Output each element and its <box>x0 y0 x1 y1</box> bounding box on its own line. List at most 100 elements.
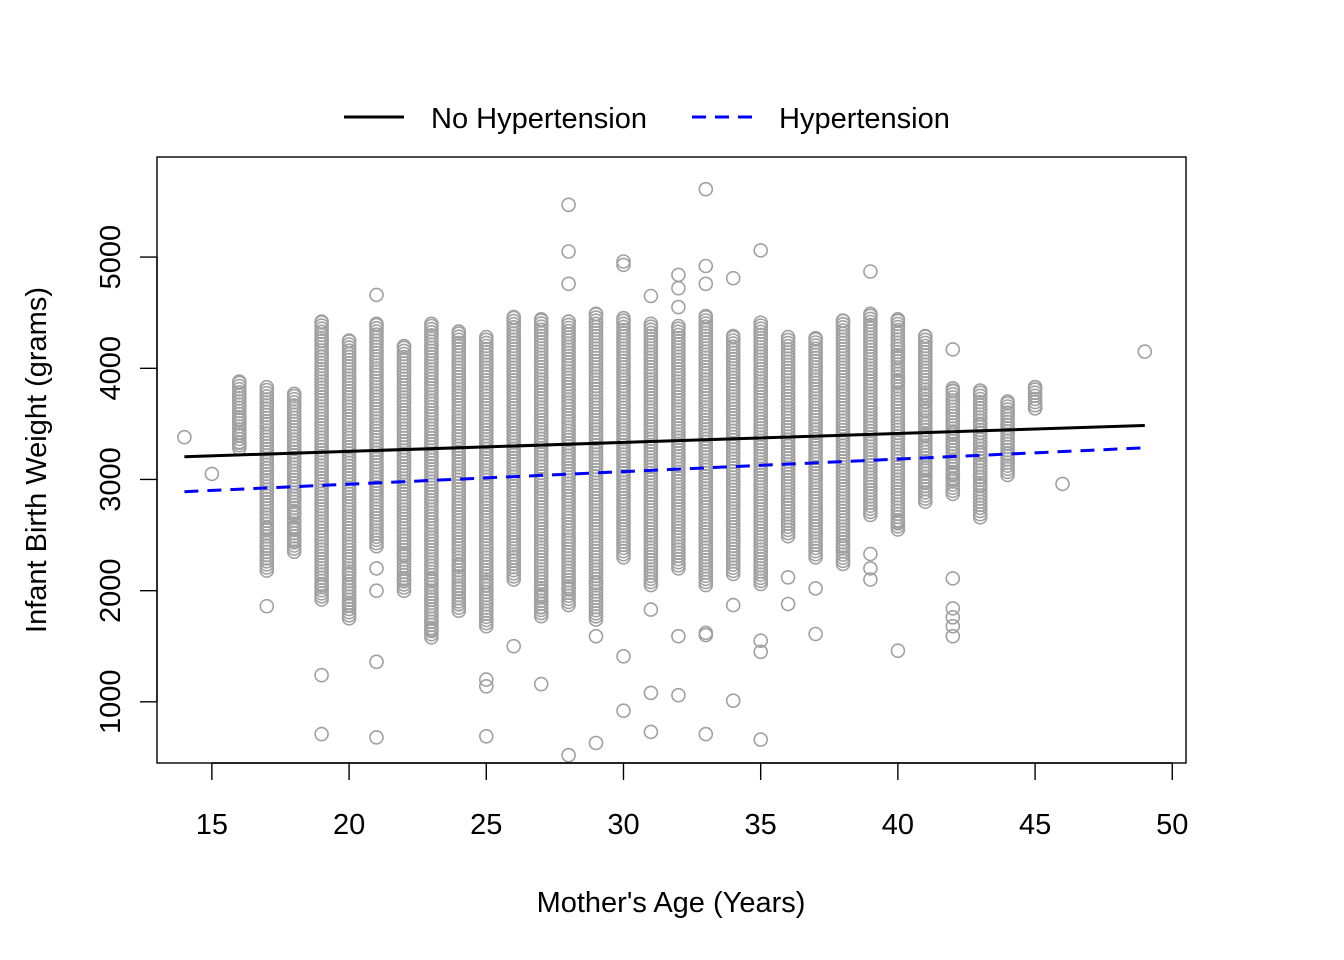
y-axis-label: Infant Birth Weight (grams) <box>21 287 53 633</box>
x-axis-label: Mother's Age (Years) <box>537 887 806 919</box>
scatter-point <box>314 349 329 365</box>
scatter-point <box>890 374 906 389</box>
scatter-point <box>286 533 302 548</box>
scatter-point <box>588 628 604 644</box>
x-tick-label: 50 <box>1156 809 1188 841</box>
scatter-point <box>945 472 961 487</box>
scatter-point <box>917 394 933 409</box>
scatter-point <box>259 379 275 395</box>
scatter-point <box>478 672 494 687</box>
scatter-point <box>286 505 302 521</box>
scatter-point <box>478 329 494 345</box>
x-tick-label: 25 <box>470 809 502 841</box>
scatter-point <box>369 561 384 576</box>
scatter-point <box>561 581 576 596</box>
scatter-point <box>1027 379 1043 395</box>
scatter-point <box>698 726 714 742</box>
scatter-point <box>725 693 741 709</box>
scatter-point <box>369 316 384 332</box>
scatter-point <box>917 460 933 476</box>
scatter-point <box>863 572 878 587</box>
scatter-point <box>616 310 631 326</box>
scatter-point <box>671 687 686 703</box>
scatter-point <box>917 403 933 418</box>
scatter-point <box>945 383 961 398</box>
y-tick-label: 2000 <box>95 558 127 623</box>
scatter-point <box>890 311 906 327</box>
scatter-point <box>808 581 823 596</box>
scatter-point <box>753 633 769 649</box>
scatter-point <box>369 654 384 670</box>
scatter-point <box>478 728 494 744</box>
legend-label-no-hypertension: No Hypertension <box>431 103 647 135</box>
scatter-point <box>451 557 467 573</box>
scatter-point <box>698 308 714 324</box>
scatter-point <box>533 676 549 692</box>
scatter-point <box>286 386 302 402</box>
scatter-point <box>780 329 796 345</box>
scatter-point <box>588 575 604 591</box>
scatter-point <box>698 181 714 197</box>
scatter-point <box>232 390 247 406</box>
scatter-point <box>588 306 604 322</box>
scatter-point <box>396 572 412 587</box>
scatter-point <box>835 538 851 554</box>
scatter-point <box>314 314 329 329</box>
scatter-point <box>533 583 549 599</box>
legend: No Hypertension Hypertension <box>344 103 950 135</box>
scatter-point <box>341 566 357 582</box>
scatter-point <box>1027 400 1043 416</box>
scatter-point <box>972 477 988 493</box>
scatter-point <box>890 643 906 659</box>
scatter-point <box>286 488 302 504</box>
scatter-point <box>671 267 686 283</box>
x-tick-label: 35 <box>745 809 777 841</box>
x-tick-label: 40 <box>882 809 914 841</box>
scatter-point <box>1137 344 1153 359</box>
scatter-point <box>232 412 247 427</box>
scatter-point <box>643 602 659 617</box>
scatter-point <box>671 299 686 315</box>
scatter-point <box>780 596 796 612</box>
scatter-point <box>424 614 439 630</box>
scatter-point <box>506 309 522 325</box>
scatter-point <box>616 257 631 273</box>
scatter-point <box>561 747 576 763</box>
points-layer <box>177 181 1153 763</box>
scatter-point <box>890 338 906 354</box>
x-axis: 15 20 25 30 35 40 45 50 <box>196 762 1188 841</box>
scatter-point <box>232 427 247 443</box>
scatter-point <box>232 374 247 389</box>
scatter-point <box>314 726 329 742</box>
scatter-point <box>341 333 357 348</box>
regression-line-no-hypertension <box>184 424 1145 459</box>
scatter-point <box>753 243 769 258</box>
scatter-point <box>1055 476 1070 492</box>
scatter-point <box>561 276 576 292</box>
scatter-point <box>972 425 988 441</box>
scatter-point <box>259 469 275 485</box>
scatter-point <box>753 644 769 660</box>
scatter-point <box>506 638 522 654</box>
scatter-point <box>259 551 275 566</box>
y-tick-label: 5000 <box>95 225 127 290</box>
scatter-point <box>808 626 823 642</box>
scatter-point <box>369 730 384 745</box>
scatter-point <box>1000 394 1015 409</box>
scatter-point <box>616 703 631 719</box>
scatter-point <box>286 521 302 536</box>
scatter-point <box>424 592 439 607</box>
scatter-point <box>698 625 714 641</box>
scatter-point <box>561 197 576 213</box>
regression-lines-layer <box>184 424 1145 494</box>
scatter-point <box>643 316 659 332</box>
scatter-point <box>972 469 988 485</box>
scatter-point <box>945 601 961 616</box>
scatter-point <box>671 318 686 334</box>
scatter-point <box>671 628 686 644</box>
scatter-point <box>725 270 741 286</box>
scatter-point <box>232 435 247 451</box>
legend-label-hypertension: Hypertension <box>779 103 950 135</box>
